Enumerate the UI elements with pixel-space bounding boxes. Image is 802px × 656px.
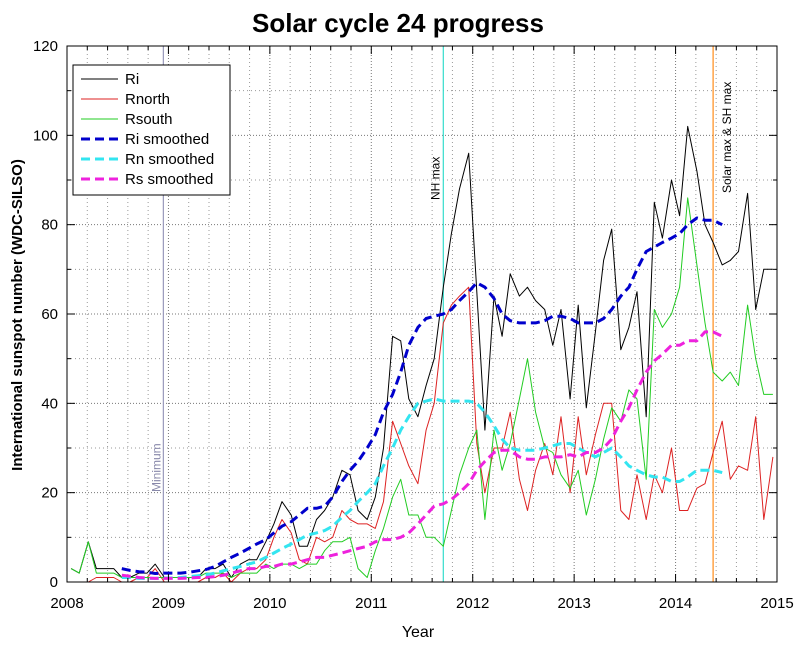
x-tick-label: 2010 xyxy=(253,595,286,612)
x-tick-label: 2009 xyxy=(152,595,185,612)
series-line-rs-smoothed xyxy=(121,330,723,580)
y-tick-label: 80 xyxy=(41,217,58,234)
legend-label: Rn smoothed xyxy=(125,151,214,168)
y-axis-label: International sunspot number (WDC-SILSO) xyxy=(9,159,26,471)
x-tick-label: 2011 xyxy=(355,595,387,612)
x-tick-label: 2013 xyxy=(557,595,590,612)
major-grid xyxy=(67,46,777,582)
annotation-label: NH max xyxy=(428,157,442,200)
legend-label: Ri xyxy=(125,71,139,88)
annotation-label: Solar max & SH max xyxy=(720,82,734,193)
y-tick-label: 0 xyxy=(50,574,58,591)
x-axis-label: Year xyxy=(402,624,435,641)
legend-label: Rsouth xyxy=(125,111,173,128)
x-tick-label: 2008 xyxy=(50,595,83,612)
legend-label: Rs smoothed xyxy=(125,171,213,188)
x-tick-label: 2014 xyxy=(659,595,692,612)
legend-box xyxy=(72,64,231,196)
legend-label: Rnorth xyxy=(125,91,170,108)
tick-labels: 2008 2009 2010 2011 2012 2013 2014 2015 0 20 40 60 8… xyxy=(33,38,794,612)
annotation-labels: Minimum NH max Solar max & SH max xyxy=(149,82,734,492)
series-line-rsouth xyxy=(70,197,773,578)
chart-title: Solar cycle 24 progress xyxy=(252,8,544,38)
legend: Ri Rnorth Rsouth Ri smoothed Rn smoothed Rs s… xyxy=(72,64,231,196)
legend-label: Ri smoothed xyxy=(125,131,209,148)
y-tick-label: 100 xyxy=(33,127,58,144)
y-tick-label: 120 xyxy=(33,38,58,55)
series-line-rn-smoothed xyxy=(121,397,723,580)
x-tick-label: 2015 xyxy=(760,595,793,612)
annotation-label: Minimum xyxy=(149,443,163,492)
y-tick-label: 60 xyxy=(41,306,58,323)
y-tick-label: 40 xyxy=(41,395,58,412)
x-tick-label: 2012 xyxy=(456,595,489,612)
axis-ticks xyxy=(66,45,778,583)
y-tick-label: 20 xyxy=(41,485,58,502)
series-line-ri-smoothed xyxy=(121,216,723,575)
